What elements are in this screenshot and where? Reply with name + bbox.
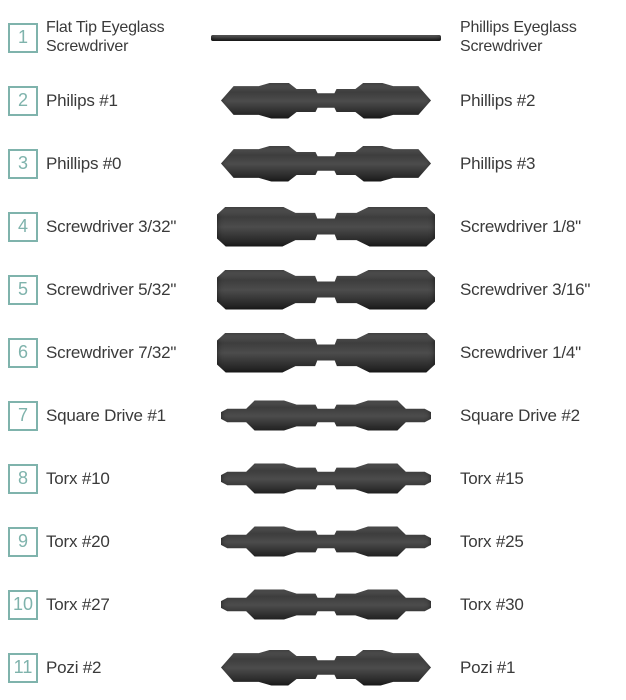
left-tip-label: Screwdriver 5/32" xyxy=(46,280,196,300)
left-tip-label: Phillips #0 xyxy=(46,154,196,174)
screwdriver-bit-icon xyxy=(221,462,431,496)
number-box: 3 xyxy=(8,149,38,179)
list-item: 9 Torx #20 Torx #25 xyxy=(8,510,618,573)
screwdriver-bit-icon xyxy=(221,588,431,622)
screwdriver-bit-icon xyxy=(211,35,441,41)
list-item: 5 Screwdriver 5/32" Screwdriver 3/16" xyxy=(8,258,618,321)
bit-image xyxy=(204,132,448,195)
number-box: 4 xyxy=(8,212,38,242)
right-tip-label: Square Drive #2 xyxy=(456,406,618,426)
bit-image xyxy=(204,447,448,510)
screwdriver-bit-icon xyxy=(221,399,431,433)
bit-image xyxy=(204,321,448,384)
list-item: 11 Pozi #2 Pozi #1 xyxy=(8,636,618,699)
left-tip-label: Torx #10 xyxy=(46,469,196,489)
bit-image xyxy=(204,195,448,258)
screwdriver-bit-icon xyxy=(221,650,431,686)
list-item: 6 Screwdriver 7/32" Screwdriver 1/4" xyxy=(8,321,618,384)
screwdriver-bit-icon xyxy=(217,333,435,373)
screwdriver-bit-icon xyxy=(217,270,435,310)
right-tip-label: Torx #15 xyxy=(456,469,618,489)
right-tip-label: Screwdriver 1/8" xyxy=(456,217,618,237)
screwdriver-bit-icon xyxy=(221,525,431,559)
list-item: 4 Screwdriver 3/32" Screwdriver 1/8" xyxy=(8,195,618,258)
bit-image xyxy=(204,6,448,69)
bit-image xyxy=(204,573,448,636)
left-tip-label: Torx #27 xyxy=(46,595,196,615)
right-tip-label: Phillips #3 xyxy=(456,154,618,174)
list-item: 7 Square Drive #1 Square Drive #2 xyxy=(8,384,618,447)
bit-image xyxy=(204,258,448,321)
list-item: 2 Philips #1 Phillips #2 xyxy=(8,69,618,132)
right-tip-label: Screwdriver 3/16" xyxy=(456,280,618,300)
number-box: 5 xyxy=(8,275,38,305)
number-box: 6 xyxy=(8,338,38,368)
number-box: 9 xyxy=(8,527,38,557)
list-item: 3 Phillips #0 Phillips #3 xyxy=(8,132,618,195)
number-box: 7 xyxy=(8,401,38,431)
bit-image xyxy=(204,636,448,699)
right-tip-label: Screwdriver 1/4" xyxy=(456,343,618,363)
bit-image xyxy=(204,69,448,132)
bit-image xyxy=(204,384,448,447)
screwdriver-bit-icon xyxy=(217,207,435,247)
left-tip-label: Screwdriver 7/32" xyxy=(46,343,196,363)
left-tip-label: Pozi #2 xyxy=(46,658,196,678)
number-box: 1 xyxy=(8,23,38,53)
screwdriver-bit-icon xyxy=(221,146,431,182)
right-tip-label: Phillips Eyeglass Screwdriver xyxy=(456,19,618,56)
bit-list: 1 Flat Tip Eyeglass Screwdriver Phillips E… xyxy=(8,6,618,699)
left-tip-label: Square Drive #1 xyxy=(46,406,196,426)
list-item: 10 Torx #27 Torx #30 xyxy=(8,573,618,636)
left-tip-label: Philips #1 xyxy=(46,91,196,111)
right-tip-label: Torx #25 xyxy=(456,532,618,552)
right-tip-label: Torx #30 xyxy=(456,595,618,615)
number-box: 11 xyxy=(8,653,38,683)
right-tip-label: Phillips #2 xyxy=(456,91,618,111)
left-tip-label: Screwdriver 3/32" xyxy=(46,217,196,237)
screwdriver-bit-icon xyxy=(221,83,431,119)
number-box: 8 xyxy=(8,464,38,494)
right-tip-label: Pozi #1 xyxy=(456,658,618,678)
left-tip-label: Flat Tip Eyeglass Screwdriver xyxy=(46,19,196,56)
list-item: 1 Flat Tip Eyeglass Screwdriver Phillips E… xyxy=(8,6,618,69)
number-box: 10 xyxy=(8,590,38,620)
bit-image xyxy=(204,510,448,573)
number-box: 2 xyxy=(8,86,38,116)
left-tip-label: Torx #20 xyxy=(46,532,196,552)
list-item: 8 Torx #10 Torx #15 xyxy=(8,447,618,510)
